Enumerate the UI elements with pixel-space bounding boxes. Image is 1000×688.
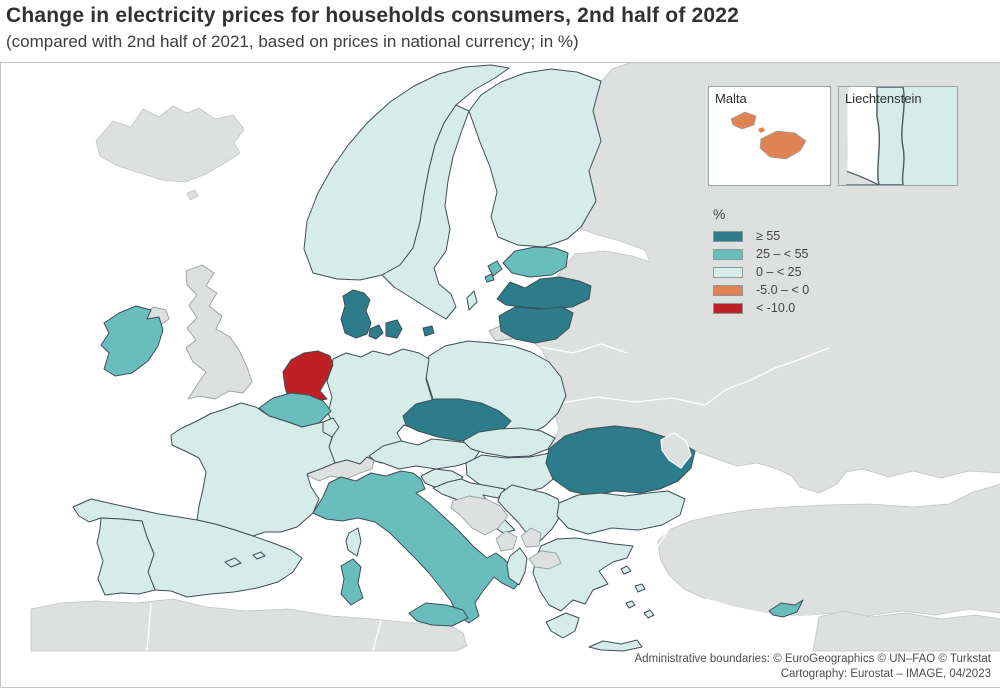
region-switzerland-inset-2 xyxy=(839,87,849,185)
legend-label: -5.0 – < 0 xyxy=(756,283,810,297)
region-corsica xyxy=(345,527,362,557)
region-sicily xyxy=(408,602,469,627)
region-estonian-islands xyxy=(484,260,503,283)
region-crete xyxy=(588,639,643,652)
country-north-macedonia xyxy=(528,550,562,570)
border-ukraine-russia xyxy=(704,347,830,406)
malta-inset-map xyxy=(730,111,807,160)
country-serbia xyxy=(497,484,563,542)
country-faroe-islands xyxy=(186,189,199,201)
legend-label: 0 – < 25 xyxy=(756,265,802,279)
credits-cartography: Cartography: Eurostat – IMAGE, 04/2023 xyxy=(780,667,991,680)
region-sardinia xyxy=(340,558,364,606)
country-moldova xyxy=(660,432,692,469)
liechtenstein-inset-map xyxy=(839,87,957,185)
region-gozo xyxy=(730,111,757,130)
inset-malta-label: Malta xyxy=(715,91,747,106)
legend-row-neg5to0: -5.0 – < 0 xyxy=(713,283,810,297)
country-sweden xyxy=(381,104,470,320)
country-middle-east xyxy=(812,610,1000,652)
map-header: Change in electricity prices for househo… xyxy=(6,4,996,52)
legend-rows: ≥ 55 25 – < 55 0 – < 25 -5.0 – < 0 < -10.0 xyxy=(713,229,810,315)
region-balearic-islands xyxy=(224,551,266,568)
country-finland xyxy=(468,68,602,248)
legend-row-ge55: ≥ 55 xyxy=(713,229,809,243)
border-turkey-syria xyxy=(705,598,822,618)
europe-choropleth-map xyxy=(1,63,1000,687)
country-france xyxy=(170,402,336,537)
country-latvia xyxy=(496,276,592,310)
legend-swatch xyxy=(713,284,743,296)
country-estonia xyxy=(502,246,569,278)
map-legend: % ≥ 55 25 – < 55 0 – < 25 -5.0 – < 0 < -10.0 xyxy=(713,206,809,320)
country-ireland xyxy=(100,305,164,377)
region-gotland xyxy=(466,290,478,311)
inset-malta: Malta xyxy=(708,86,831,186)
border-belarus-ukraine xyxy=(560,396,706,406)
country-denmark xyxy=(340,289,435,340)
region-malta-main xyxy=(759,130,807,160)
legend-swatch xyxy=(713,230,743,242)
map-panel: Malta Liechtenstein % ≥ 55 25 – < 55 0 – <… xyxy=(0,62,1000,688)
legend-swatch xyxy=(713,266,743,278)
country-lithuania xyxy=(498,306,574,344)
credits-boundaries: Administrative boundaries: © EuroGeograp… xyxy=(634,652,991,665)
region-aegean-islands xyxy=(620,565,655,619)
country-north-africa xyxy=(30,598,468,652)
legend-label: < -10.0 xyxy=(756,301,796,315)
legend-row-ltneg10: < -10.0 xyxy=(713,301,809,315)
legend-label: ≥ 55 xyxy=(756,229,781,243)
inset-liechtenstein: Liechtenstein xyxy=(838,86,958,186)
country-austria xyxy=(368,438,482,470)
country-albania xyxy=(506,547,528,586)
country-czechia xyxy=(402,398,512,442)
country-bosnia-herzegovina xyxy=(450,495,509,536)
border-africa-2 xyxy=(372,619,382,652)
legend-row-b25to55: 25 – < 55 xyxy=(713,247,809,261)
page-subtitle: (compared with 2nd half of 2021, based o… xyxy=(6,32,579,51)
border-bosporus xyxy=(657,528,670,547)
legend-label: 25 – < 55 xyxy=(756,247,809,261)
border-africa-1 xyxy=(146,602,152,652)
region-peloponnese xyxy=(545,612,580,639)
page-title: Change in electricity prices for househo… xyxy=(6,4,740,27)
region-liechtenstein xyxy=(876,87,905,185)
country-cyprus xyxy=(768,599,804,618)
country-slovakia xyxy=(462,427,556,458)
country-united-kingdom xyxy=(185,264,253,400)
legend-swatch xyxy=(713,248,743,260)
country-kosovo xyxy=(520,527,542,548)
inset-liechtenstein-label: Liechtenstein xyxy=(845,91,922,106)
map-credits: Administrative boundaries: © EuroGeograp… xyxy=(634,652,991,682)
country-iceland xyxy=(95,105,245,183)
border-belarus-russia xyxy=(540,343,628,354)
country-portugal xyxy=(96,517,156,596)
legend-row-b0to25: 0 – < 25 xyxy=(713,265,809,279)
legend-swatch xyxy=(713,302,743,314)
country-romania xyxy=(545,425,696,497)
region-comino xyxy=(758,127,765,133)
country-bulgaria xyxy=(556,490,686,535)
legend-title: % xyxy=(713,206,726,222)
country-montenegro xyxy=(495,530,518,552)
